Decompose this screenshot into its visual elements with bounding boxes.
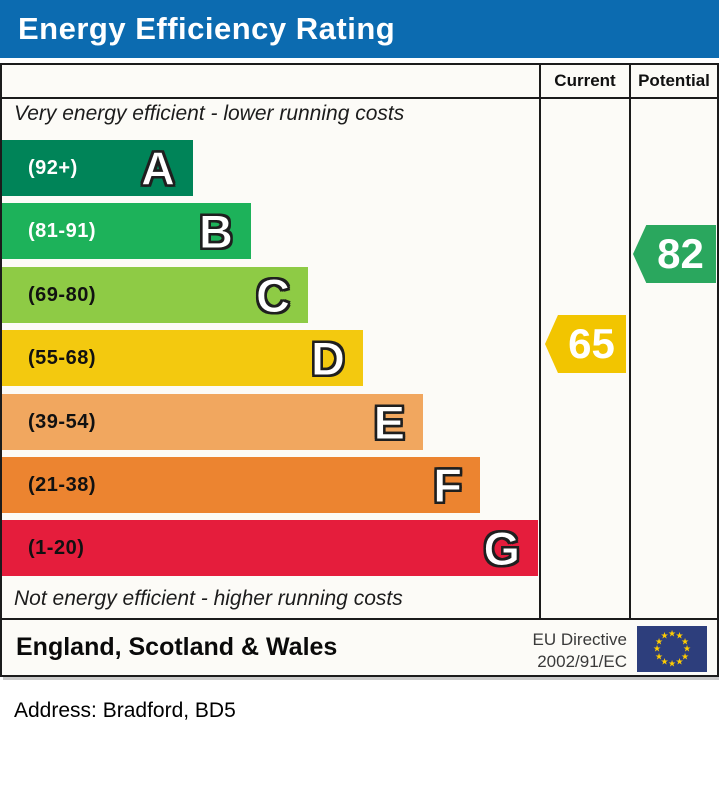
band-E: (39-54) E (2, 394, 423, 450)
footer-row-divider (2, 618, 717, 620)
eu-star-icon: ★ (667, 658, 677, 669)
band-F: (21-38) F (2, 457, 480, 513)
page-title: Energy Efficiency Rating (18, 11, 396, 46)
top-note: Very energy efficient - lower running co… (14, 102, 405, 125)
eu-star-icon: ★ (652, 643, 662, 654)
eu-star-icon: ★ (682, 643, 692, 654)
potential-rating-value: 82 (657, 230, 704, 277)
band-letter: D (311, 331, 346, 385)
band-letter: A (141, 141, 176, 195)
potential-column-divider (629, 65, 631, 618)
column-header-current: Current (554, 71, 616, 90)
band-C: (69-80) C (2, 267, 308, 323)
eu-star-icon: ★ (675, 656, 684, 667)
band-range-label: (81-91) (28, 219, 96, 242)
potential-rating-arrow: 82 (633, 225, 716, 283)
band-letter: G (483, 521, 521, 575)
band-letter: C (256, 268, 291, 322)
region-label: England, Scotland & Wales (16, 633, 338, 661)
band-A: (92+) A (2, 140, 193, 196)
title-bar: Energy Efficiency Rating (0, 0, 719, 58)
band-range-label: (1-20) (28, 536, 85, 559)
band-B: (81-91) B (2, 203, 251, 259)
band-letter: F (433, 458, 463, 512)
band-letter: B (199, 204, 234, 258)
band-letter: E (373, 395, 405, 449)
column-header-potential: Potential (638, 71, 710, 90)
eu-star-icon: ★ (680, 636, 690, 646)
current-column-divider (539, 65, 541, 618)
current-rating-value: 65 (568, 320, 615, 367)
band-G: (1-20) G (2, 520, 538, 576)
eu-star-icon: ★ (660, 656, 669, 667)
eu-star-icon: ★ (675, 630, 684, 641)
eu-directive-line1: EU Directive (532, 630, 627, 649)
eu-star-icon: ★ (654, 636, 664, 646)
eu-star-icon: ★ (680, 651, 690, 661)
eu-directive-line2: 2002/91/EC (537, 652, 627, 671)
eu-flag-icon: ★ ★ ★ ★ ★ ★ ★ ★ ★ ★ ★ ★ (637, 626, 707, 672)
eu-star-icon: ★ (654, 651, 664, 661)
eu-star-icon: ★ (660, 630, 669, 641)
eu-directive-label: EU Directive 2002/91/EC (500, 629, 627, 673)
band-D: (55-68) D (2, 330, 363, 386)
band-range-label: (69-80) (28, 283, 96, 306)
eu-star-icon: ★ (667, 628, 677, 639)
band-range-label: (55-68) (28, 346, 96, 369)
band-range-label: (39-54) (28, 410, 96, 433)
header-row-divider (2, 97, 717, 99)
current-rating-arrow: 65 (545, 315, 626, 373)
bottom-note: Not energy efficient - higher running co… (14, 587, 403, 610)
band-range-label: (21-38) (28, 473, 96, 496)
band-range-label: (92+) (28, 156, 78, 179)
address-line: Address: Bradford, BD5 (14, 699, 236, 722)
